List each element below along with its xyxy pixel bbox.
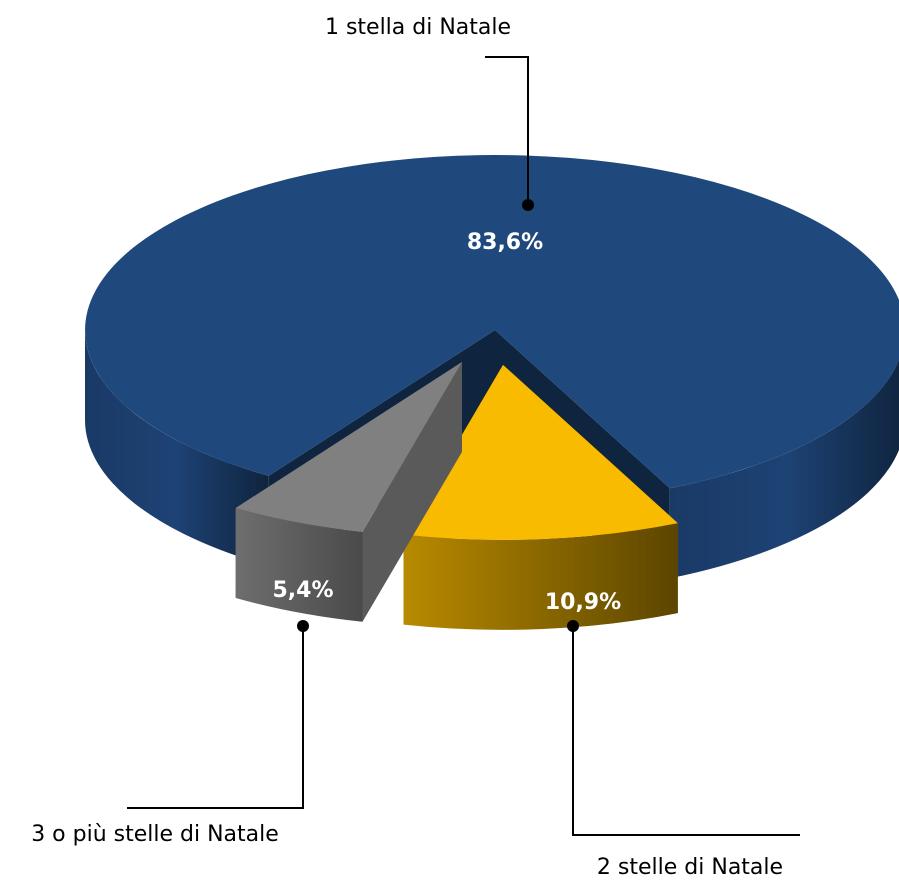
pie-slice bbox=[235, 362, 462, 532]
slice-side bbox=[403, 523, 678, 630]
slice-side bbox=[669, 359, 899, 579]
category-label: 1 stella di Natale bbox=[325, 15, 511, 40]
leader-line bbox=[485, 56, 529, 205]
value-label: 83,6% bbox=[467, 230, 543, 255]
value-label: 5,4% bbox=[272, 578, 333, 603]
category-label: 2 stelle di Natale bbox=[597, 855, 783, 880]
pie bbox=[85, 154, 899, 630]
category-label: 3 o più stelle di Natale bbox=[31, 822, 279, 847]
pie-slice bbox=[85, 154, 899, 489]
leader-dot bbox=[522, 199, 534, 211]
leader-dot bbox=[297, 620, 309, 632]
pie-slice bbox=[403, 364, 678, 540]
slice-side bbox=[85, 330, 269, 566]
leader-line bbox=[572, 626, 800, 836]
leader-dot bbox=[567, 620, 579, 632]
slice-side bbox=[235, 508, 363, 622]
value-label: 10,9% bbox=[545, 590, 621, 615]
leader-line bbox=[127, 626, 304, 809]
labels: 83,6% 1 stella di Natale 10,9% 2 stelle di … bbox=[31, 15, 800, 880]
